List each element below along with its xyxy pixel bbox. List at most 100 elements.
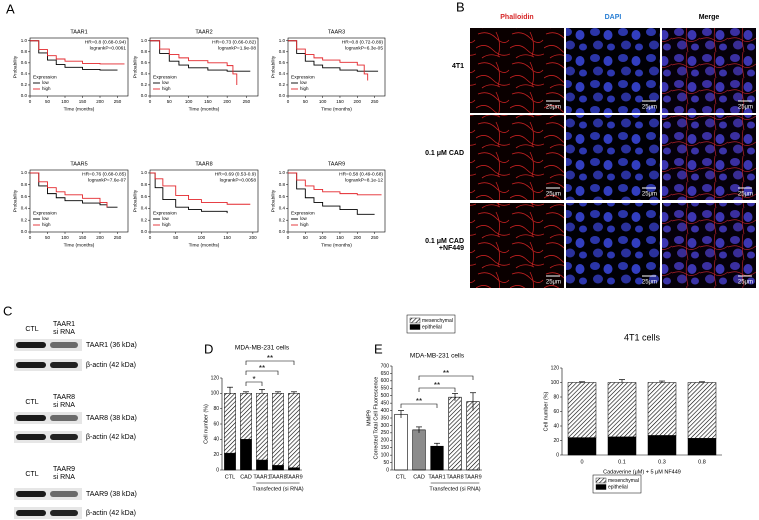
bar [412,429,426,471]
annotation: logrankP=0.0058 [220,177,257,183]
x-tick-label: 200 [96,235,104,240]
x-axis-label: Time (months) [321,106,352,112]
y-tick-label: 0.8 [141,182,148,187]
panel-label: B [456,0,465,14]
legend-swatch [409,317,421,324]
annotation: logrankP=7.6e-07 [88,177,126,183]
legend-label: low [42,80,50,85]
x-tick-label: TAAR1 [428,474,445,480]
x-tick-label: 200 [223,99,231,104]
x-axis-label: Time (months) [189,242,220,248]
annotation: logrankP=1.9e-08 [218,45,256,51]
annotation: HR=0.69 (0.53-0.9) [215,171,257,177]
x-tick-label: 100 [185,99,193,104]
x-tick-label: 150 [79,99,87,104]
column-header: DAPI [605,14,622,21]
y-axis-label: Probability [12,189,18,212]
y-tick-label: 1.0 [141,38,148,43]
legend-swatch [595,484,607,490]
y-tick-label: 1.0 [279,38,286,43]
y-tick-label: 1.0 [21,170,28,175]
x-tick-label: 50 [303,235,309,240]
x-tick-label: 0 [287,99,290,104]
scale-label: 25μm [546,192,561,198]
bar [394,413,408,471]
chart-title: TAAR8 [195,161,212,167]
y-axis-label: Probability [132,55,138,78]
survival-curve [288,172,382,196]
group-label: Transfected (si RNA) [252,486,303,492]
legend-label: high [300,222,309,227]
y-tick-label: 0.8 [21,49,28,54]
y-axis-label: Probability [12,55,18,78]
bar-segment [607,382,637,438]
band [50,362,78,368]
x-axis-label: Time (months) [189,106,220,112]
y-tick-label: 60 [213,421,219,427]
y-tick-label: 0.0 [141,229,148,234]
bar-segment [240,439,252,471]
chart-title: TAAR5 [70,161,87,167]
band-label: β-actin (42 kDa) [86,362,136,369]
lane-label: TAAR1 si RNA [52,321,76,336]
annotation: logrankP=6.3e-05 [345,45,383,51]
significance-label: ** [443,369,449,378]
y-tick-label: 0.0 [279,93,286,98]
annotation: HR=0.8 (0.72-0.89) [342,39,384,45]
scale-label: 25μm [738,280,753,286]
chart-title: TAAR1 [70,29,87,35]
band [16,362,46,368]
survival-curve [288,172,375,215]
y-tick-label: 0.4 [21,206,28,211]
significance-bracket [245,370,279,375]
y-tick-label: 150 [381,445,390,451]
plot-frame [149,37,259,97]
y-tick-label: 0.6 [279,60,286,65]
y-tick-label: 0 [216,467,219,473]
band [16,415,46,421]
y-axis-label: Probability [132,189,138,212]
significance-label: ** [267,354,273,363]
plot-frame [287,37,386,97]
bar-segment [224,393,236,454]
x-tick-label: 150 [336,235,344,240]
micrograph [662,203,756,288]
scale-label: 25μm [642,105,657,111]
y-tick-label: 0.2 [141,217,148,222]
annotation: HR=0.58 (0.49-0.68) [339,171,383,177]
scale-label: 25μm [642,280,657,286]
survival-curve [30,172,118,208]
x-tick-label: 150 [223,235,231,240]
y-tick-label: 0.0 [279,229,286,234]
band-label: β-actin (42 kDa) [86,434,136,441]
lane-label: TAAR9 si RNA [52,466,76,481]
x-tick-label: 0 [580,459,583,465]
significance-bracket [418,375,474,380]
band [16,342,46,348]
significance-label: ** [259,364,265,373]
significance-label: ** [416,397,422,406]
legend-label: low [300,80,308,85]
legend-label: high [300,86,309,91]
micrograph [662,28,756,113]
y-tick-label: 100 [551,380,560,386]
row-label: 0.1 μM CAD [425,149,464,157]
x-tick-label: 250 [114,235,122,240]
band [16,434,46,440]
y-tick-label: 650 [381,371,390,377]
x-tick-label: 50 [303,99,309,104]
legend-label: low [162,216,170,221]
x-tick-label: TAAR9 [285,474,302,480]
y-tick-label: 40 [553,423,559,429]
band [50,415,78,421]
annotation: HR=0.8 (0.68-0.94) [85,39,127,45]
x-tick-label: 100 [319,99,327,104]
band [50,342,78,348]
chart-title: MDA-MB-231 cells [235,345,290,352]
x-axis-label: Cadaverine (μM) + 5 μM NF449 [603,469,681,475]
y-tick-label: 0.2 [21,217,28,222]
significance-label: ** [434,381,440,390]
bar-segment [288,467,300,471]
